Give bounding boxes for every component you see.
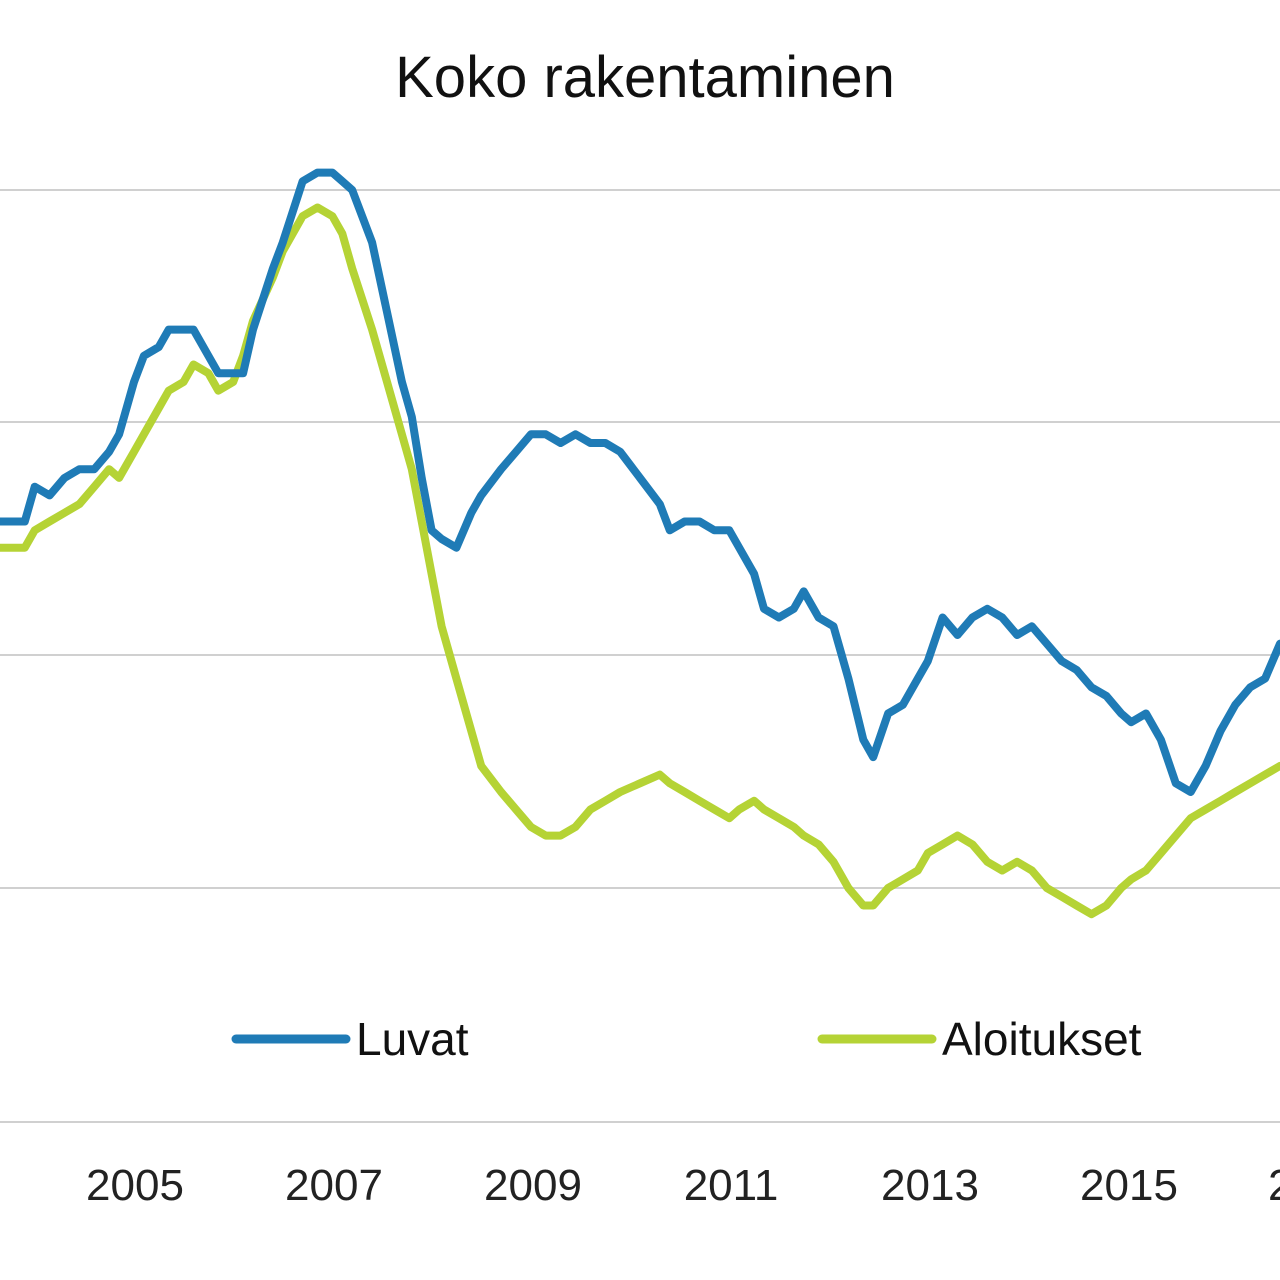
x-tick-label: 2009 — [484, 1161, 582, 1210]
x-tick-label: 2015 — [1080, 1161, 1178, 1210]
x-tick-label: 2 — [1268, 1161, 1280, 1210]
series-line-luvat — [0, 168, 1280, 796]
x-tick-label: 2011 — [684, 1161, 779, 1210]
series-line-aloitukset — [0, 203, 1280, 919]
legend: Luvat Aloitukset — [231, 1013, 1142, 1065]
x-tick-label: 2007 — [285, 1161, 383, 1210]
series-lines — [0, 168, 1280, 919]
x-axis-ticks: 2005 2007 2009 2011 2013 2015 2 — [86, 1161, 1280, 1210]
legend-label-aloitukset: Aloitukset — [942, 1013, 1142, 1065]
chart-title: Koko rakentaminen — [395, 45, 895, 110]
x-tick-label: 2005 — [86, 1161, 184, 1210]
grid-lines — [0, 189, 1280, 1123]
legend-label-luvat: Luvat — [356, 1013, 469, 1065]
x-tick-label: 2013 — [881, 1161, 979, 1210]
